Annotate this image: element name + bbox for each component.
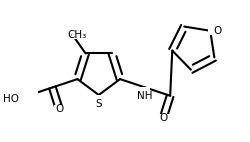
Text: S: S bbox=[96, 99, 102, 109]
Bar bbox=[54, 105, 65, 113]
Text: O: O bbox=[55, 104, 64, 114]
Bar bbox=[94, 95, 104, 103]
Bar bbox=[140, 87, 150, 95]
Text: NH: NH bbox=[138, 91, 153, 101]
Text: O: O bbox=[159, 113, 168, 123]
Bar bbox=[72, 31, 83, 39]
Text: O: O bbox=[213, 26, 222, 36]
Text: HO: HO bbox=[2, 94, 18, 104]
Text: CH₃: CH₃ bbox=[68, 30, 87, 40]
Bar bbox=[27, 90, 38, 98]
Bar bbox=[13, 95, 24, 103]
Bar bbox=[208, 27, 218, 35]
Bar bbox=[158, 114, 169, 122]
